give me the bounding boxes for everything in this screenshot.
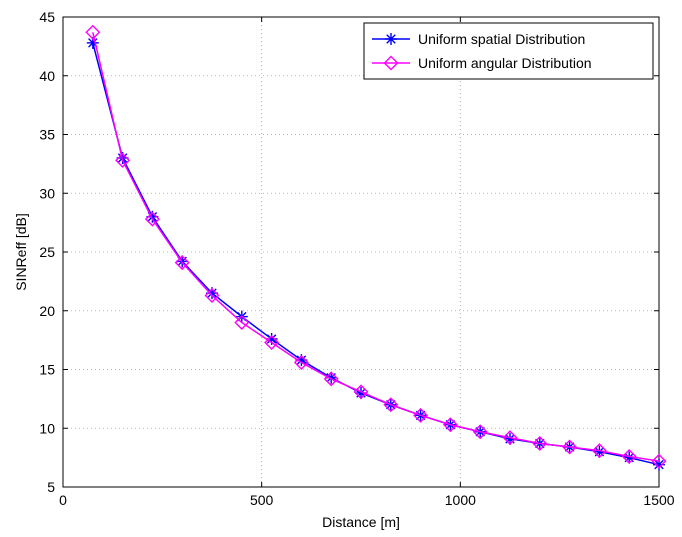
legend-marker xyxy=(383,55,399,71)
axis-ticks: 0 500 1000 1500 5 10 15 20 25 30 35 40 45 xyxy=(39,9,674,508)
x-tick-label: 1500 xyxy=(643,492,674,508)
data-point xyxy=(472,424,488,440)
y-tick-label: 35 xyxy=(39,127,55,143)
y-tick-label: 5 xyxy=(47,479,55,495)
y-tick-label: 20 xyxy=(39,303,55,319)
legend-box xyxy=(363,22,654,80)
legend-label: Uniform spatial Distribution xyxy=(418,31,585,47)
data-point xyxy=(532,436,548,452)
legend-label: Uniform angular Distribution xyxy=(418,55,592,71)
legend-marker xyxy=(385,33,397,45)
data-point xyxy=(115,152,131,168)
data-point xyxy=(174,255,190,271)
data-point xyxy=(651,453,667,469)
data-point xyxy=(264,334,280,350)
y-tick-label: 40 xyxy=(39,68,55,84)
y-tick-label: 15 xyxy=(39,362,55,378)
y-tick-label: 45 xyxy=(39,9,55,25)
y-tick-label: 25 xyxy=(39,244,55,260)
x-axis-label: Distance [m] xyxy=(322,514,400,530)
x-tick-label: 500 xyxy=(250,492,274,508)
data-point xyxy=(413,407,429,423)
y-tick-label: 30 xyxy=(39,185,55,201)
data-point xyxy=(383,397,399,413)
series-2 xyxy=(85,24,667,469)
data-point xyxy=(502,430,518,446)
data-point xyxy=(323,371,339,387)
data-point xyxy=(621,448,637,464)
series-layer xyxy=(85,24,667,471)
data-point xyxy=(204,287,220,303)
data-point xyxy=(442,417,458,433)
data-point xyxy=(234,315,250,330)
data-point xyxy=(591,443,607,459)
data-point xyxy=(85,24,101,40)
data-point xyxy=(353,384,369,400)
data-point xyxy=(293,354,309,370)
y-tick-label: 10 xyxy=(39,420,55,436)
x-tick-label: 1000 xyxy=(445,492,476,508)
data-point xyxy=(144,211,160,227)
legend: Uniform spatial Distribution Uniform angu… xyxy=(363,22,654,80)
data-point xyxy=(562,439,578,455)
y-axis-label: SINReff [dB] xyxy=(13,213,29,291)
x-tick-label: 0 xyxy=(59,492,67,508)
